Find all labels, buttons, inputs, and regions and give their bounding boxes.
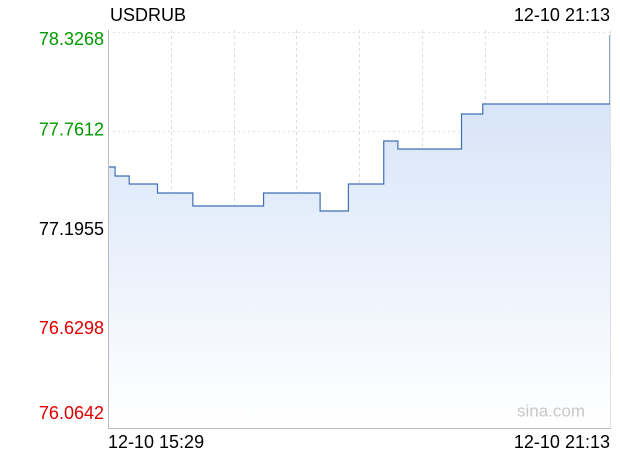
watermark: sina.com [517, 401, 585, 420]
y-tick-label: 77.7612 [39, 120, 104, 140]
plot [108, 34, 611, 429]
timestamp: 12-10 21:13 [514, 5, 610, 25]
y-tick-label: 76.6298 [39, 318, 104, 338]
y-tick-label: 77.1955 [39, 219, 104, 239]
x-tick-label: 12-10 21:13 [514, 432, 610, 452]
y-tick-label: 76.0642 [39, 403, 104, 423]
area [108, 34, 610, 429]
x-tick-label: 12-10 15:29 [108, 432, 204, 452]
price-line [108, 34, 611, 212]
y-tick-label: 78.3268 [39, 29, 104, 49]
chart-title: USDRUB [110, 5, 186, 25]
